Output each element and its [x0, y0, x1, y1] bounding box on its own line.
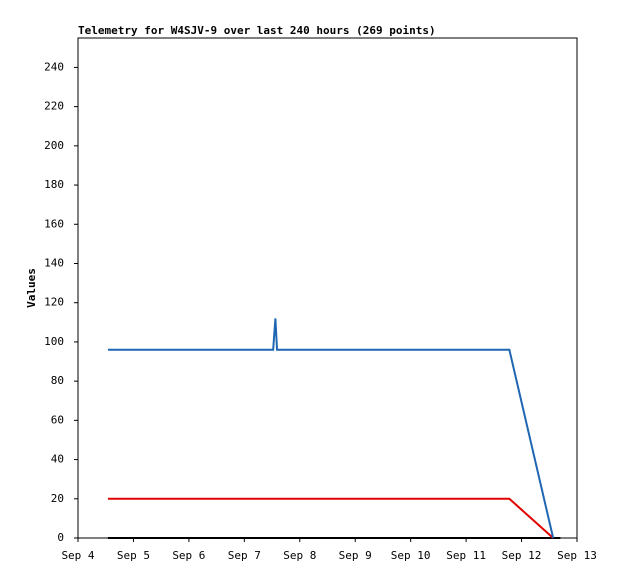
x-tick-label: Sep 9: [339, 549, 372, 562]
y-tick-label: 180: [44, 178, 64, 191]
y-tick-label: 240: [44, 60, 64, 73]
x-tick-label: Sep 7: [228, 549, 261, 562]
x-tick-label: Sep 11: [446, 549, 486, 562]
x-tick-label: Sep 12: [502, 549, 542, 562]
y-tick-label: 80: [51, 374, 64, 387]
x-tick-label: Sep 4: [61, 549, 94, 562]
y-tick-label: 0: [57, 531, 64, 544]
y-tick-label: 100: [44, 335, 64, 348]
y-tick-label: 20: [51, 492, 64, 505]
y-tick-label: 60: [51, 413, 64, 426]
series-line: [107, 497, 554, 539]
y-tick-label: 160: [44, 217, 64, 230]
x-tick-label: Sep 6: [172, 549, 205, 562]
x-tick-label: Sep 10: [391, 549, 431, 562]
plot-frame: [77, 37, 578, 539]
x-tick-label: Sep 13: [557, 549, 597, 562]
y-tick-label: 140: [44, 256, 64, 269]
series-line: [107, 318, 555, 539]
x-tick-label: Sep 8: [283, 549, 316, 562]
y-tick-label: 120: [44, 296, 64, 309]
chart-title: Telemetry for W4SJV-9 over last 240 hour…: [78, 24, 436, 37]
y-axis-label: Values: [25, 268, 38, 308]
y-tick-label: 200: [44, 139, 64, 152]
x-tick-label: Sep 5: [117, 549, 150, 562]
y-tick-label: 40: [51, 453, 64, 466]
y-tick-label: 220: [44, 100, 64, 113]
